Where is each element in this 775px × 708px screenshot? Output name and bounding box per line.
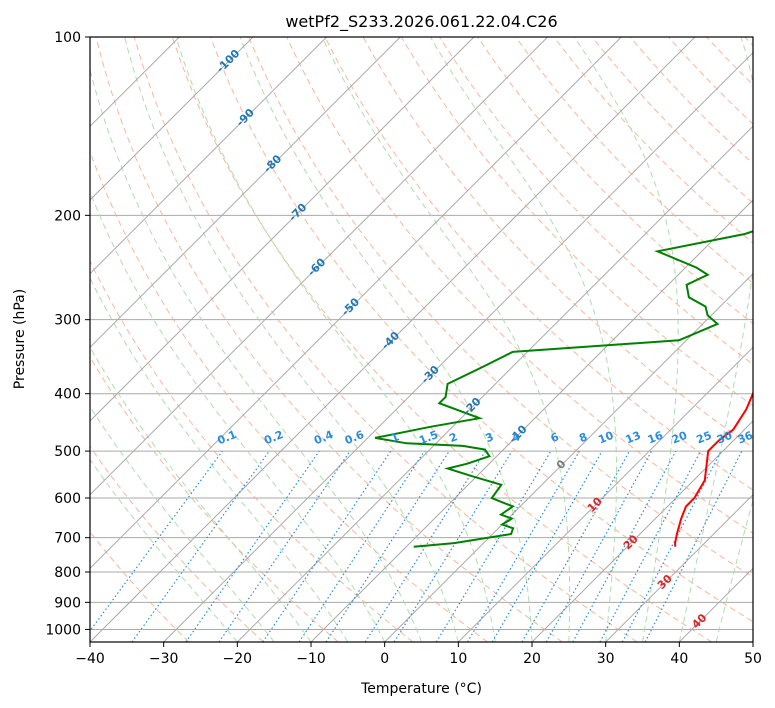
moist-adiabat-line <box>90 67 422 642</box>
dry-adiabat-line <box>248 37 753 578</box>
moist-adiabat-line <box>124 37 459 642</box>
isotherm-line <box>90 37 696 642</box>
mixing-ratio-label: 36 <box>736 429 755 447</box>
isotherm-line <box>457 346 753 642</box>
y-tick-label: 100 <box>54 30 81 46</box>
y-tick-label: 500 <box>54 444 81 460</box>
mixing-ratio-label: 3 <box>483 430 495 445</box>
mixing-ratio-line <box>435 450 552 642</box>
dry-adiabat-line <box>324 37 753 491</box>
isotherm-line <box>90 37 254 201</box>
dry-adiabat-line <box>286 37 753 534</box>
mixing-ratio-label: 16 <box>646 429 665 447</box>
mixing-ratio-label: 20 <box>670 429 689 447</box>
moist-adiabat-line <box>429 37 617 642</box>
dry-adiabat-line <box>90 356 339 642</box>
isotherm-line <box>752 641 753 642</box>
y-tick-label: 300 <box>54 313 81 329</box>
x-axis-label: Temperature (°C) <box>360 681 482 697</box>
isotherm-line <box>605 493 753 642</box>
mixing-ratio-label: 30 <box>715 429 734 447</box>
y-tick-label: 700 <box>54 531 81 547</box>
isotherm-line <box>90 37 401 349</box>
mixing-ratio-label: 25 <box>695 429 714 447</box>
mixing-ratio-line <box>218 450 351 642</box>
mixing-ratio-line <box>521 450 631 642</box>
dewpoint-trace <box>374 230 753 548</box>
moist-adiabat-line <box>90 458 238 642</box>
mixing-ratio-label: 8 <box>577 430 589 445</box>
axes: −40 −30 −20 −10 0 10 20 30 40 50 100 200 300 400 500 60… <box>45 30 762 667</box>
dry-adiabat-line <box>210 37 753 623</box>
mixing-ratio-label: 1 <box>389 430 401 445</box>
x-tick-label: 20 <box>523 651 541 667</box>
isotherm-line <box>236 125 753 642</box>
y-tick-label: 400 <box>54 387 81 403</box>
x-tick-label: 30 <box>597 651 615 667</box>
moist-adiabat-line <box>90 405 275 642</box>
y-tick-label: 900 <box>54 595 81 611</box>
mixing-ratio-line <box>572 450 677 642</box>
mixing-ratio-line <box>466 450 580 642</box>
mixing-ratio-line <box>393 450 513 642</box>
chart-title: wetPf2_S233.2026.061.22.04.C26 <box>285 12 557 32</box>
moist-adiabat-line <box>715 498 753 642</box>
dry-adiabat-line <box>90 259 414 642</box>
temperature-trace <box>674 390 753 547</box>
x-tick-label: −40 <box>75 651 105 667</box>
x-tick-label: 0 <box>380 651 389 667</box>
isotherm-line <box>310 199 753 642</box>
mixing-ratio-line <box>545 450 653 642</box>
isotherm-line <box>90 37 328 275</box>
mixing-ratio-line <box>491 450 603 642</box>
plot-area <box>90 37 753 642</box>
isotherm-lines <box>90 37 753 642</box>
moist-adiabat-line <box>90 276 349 642</box>
dry-adiabat-line <box>90 445 264 642</box>
dry-adiabat-line <box>171 37 712 642</box>
mixing-ratio-label: 2 <box>447 430 459 445</box>
isotherm-line <box>90 37 549 496</box>
mixing-ratio-line <box>185 450 320 642</box>
isotherm-line <box>163 51 753 642</box>
x-tick-label: −20 <box>223 651 253 667</box>
x-tick-label: 40 <box>670 651 688 667</box>
adiabat-lines <box>90 37 753 642</box>
x-tick-label: 10 <box>449 651 467 667</box>
isotherm-line <box>90 37 475 422</box>
dry-adiabat-line <box>95 37 563 642</box>
plot-frame <box>89 36 754 643</box>
moist-adiabat-line <box>573 37 679 642</box>
y-tick-label: 600 <box>54 491 81 507</box>
moist-adiabat-line <box>175 37 496 642</box>
isotherm-line <box>384 272 753 642</box>
y-tick-label: 1000 <box>45 622 81 638</box>
x-tick-label: −10 <box>296 651 326 667</box>
x-tick-label: 50 <box>744 651 762 667</box>
y-axis-label: Pressure (hPa) <box>12 289 28 389</box>
sounding-traces <box>374 230 753 548</box>
moist-adiabat-line <box>239 37 533 642</box>
y-tick-label: 200 <box>54 208 81 224</box>
x-tick-label: −30 <box>149 651 179 667</box>
isotherm-line <box>90 37 622 570</box>
dry-adiabat-line <box>515 37 753 284</box>
moist-adiabat-line <box>90 190 386 642</box>
plot-background <box>90 37 753 642</box>
mixing-ratio-label: 10 <box>596 429 615 447</box>
mixing-ratio-line <box>325 450 450 642</box>
moist-adiabat-line <box>678 37 753 642</box>
isotherm-line <box>531 420 753 642</box>
mixing-ratio-label: 13 <box>624 429 643 447</box>
dry-adiabat-line <box>133 37 638 642</box>
y-tick-label: 800 <box>54 565 81 581</box>
